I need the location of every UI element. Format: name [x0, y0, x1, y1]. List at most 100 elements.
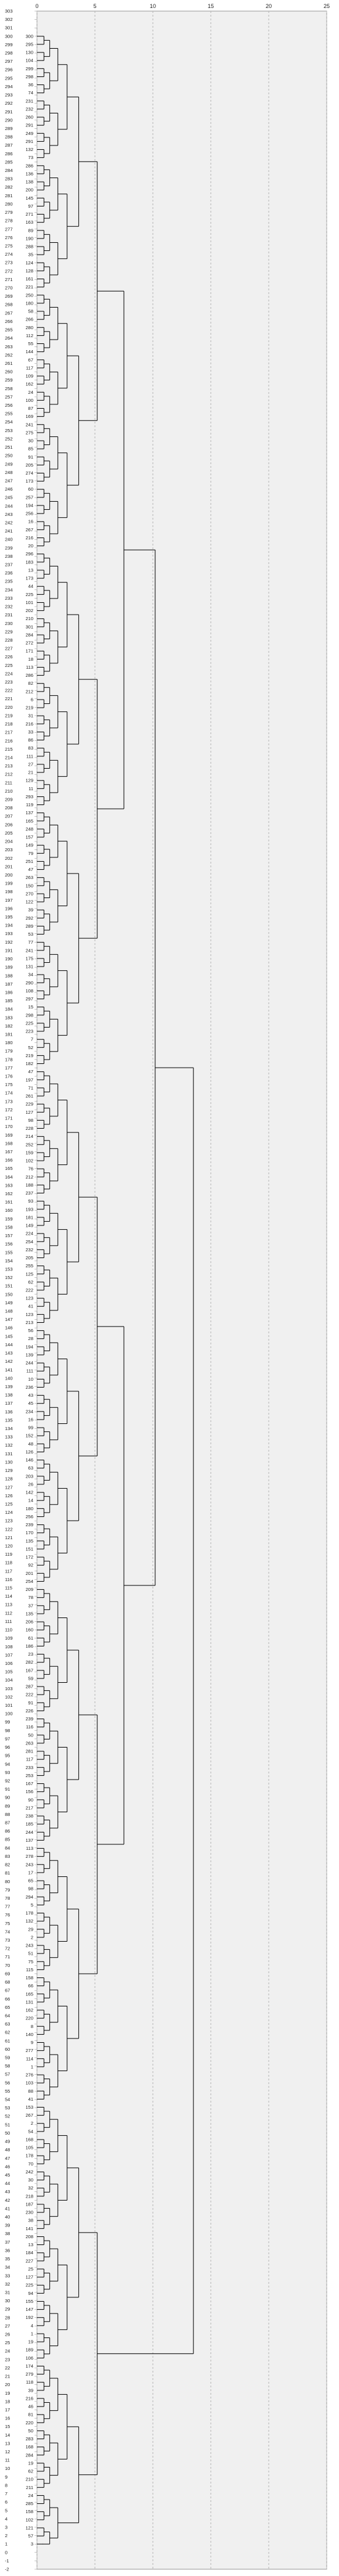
- leaf-label: 156: [25, 1789, 33, 1794]
- y-tick-label: 227: [5, 646, 13, 652]
- y-tick-label: 76: [5, 1912, 10, 1918]
- leaf-label: 174: [25, 2363, 33, 2369]
- y-tick-label: 266: [5, 319, 13, 324]
- y-tick-label: 228: [5, 637, 13, 643]
- y-tick-label: 154: [5, 1258, 13, 1264]
- leaf-label: 163: [25, 219, 33, 225]
- y-tick-label: 148: [5, 1309, 13, 1314]
- leaf-label: 282: [25, 1659, 33, 1665]
- leaf-label: 50: [28, 2428, 33, 2434]
- y-tick-label: 193: [5, 931, 13, 936]
- leaf-label: 261: [25, 1094, 33, 1099]
- leaf-label: 178: [25, 2153, 33, 2159]
- leaf-label: 270: [25, 891, 33, 896]
- y-tick-label: 80: [5, 1879, 10, 1884]
- y-tick-label: 1: [5, 2541, 7, 2547]
- leaf-label: 151: [25, 1546, 33, 1552]
- leaf-label: 218: [25, 2193, 33, 2199]
- y-tick-label: 94: [5, 1761, 10, 1767]
- leaf-label: 216: [25, 535, 33, 541]
- y-tick-label: 188: [5, 973, 13, 978]
- leaf-label: 29: [28, 1926, 33, 1932]
- leaf-label: 236: [25, 1384, 33, 1390]
- y-tick-label: 70: [5, 1963, 10, 1968]
- leaf-label: 211: [26, 2485, 33, 2490]
- x-tick-label: 15: [208, 3, 214, 9]
- y-tick-label: 229: [5, 629, 13, 634]
- leaf-label: 19: [28, 2460, 33, 2466]
- leaf-label: 281: [25, 1749, 33, 1754]
- leaf-label: 167: [25, 1667, 33, 1673]
- x-tick-label: 0: [35, 3, 38, 9]
- leaf-label: 111: [27, 1368, 33, 1374]
- y-tick-label: 293: [5, 92, 13, 98]
- y-tick-label: 265: [5, 327, 13, 333]
- y-tick-label: 245: [5, 495, 13, 501]
- leaf-label: 27: [28, 761, 33, 767]
- y-tick-label: 125: [5, 1501, 13, 1507]
- leaf-label: 239: [25, 1716, 33, 1722]
- y-tick-label: 10: [5, 2466, 10, 2471]
- leaf-label: 101: [25, 600, 33, 605]
- leaf-label: 157: [25, 835, 33, 840]
- y-tick-label: 124: [5, 1510, 13, 1515]
- leaf-label: 180: [25, 1506, 33, 1511]
- y-tick-label: 83: [5, 1854, 10, 1859]
- leaf-label: 13: [28, 567, 33, 573]
- y-tick-label: 96: [5, 1744, 10, 1750]
- leaf-label: 31: [28, 713, 33, 719]
- y-tick-label: 54: [5, 2097, 10, 2103]
- x-tick-label: 10: [150, 3, 156, 9]
- leaf-label: 65: [28, 1878, 33, 1884]
- leaf-label: 43: [28, 1392, 33, 1398]
- leaf-label: 116: [26, 1724, 33, 1730]
- y-tick-label: 38: [5, 2231, 10, 2236]
- y-axis-ticks: 3033023013002992982972962952942932922912…: [5, 9, 37, 2572]
- leaf-label: 295: [25, 41, 33, 47]
- leaf-label: 285: [25, 2501, 33, 2506]
- y-tick-label: 197: [5, 898, 13, 903]
- y-tick-label: 211: [5, 780, 12, 785]
- y-tick-label: 225: [5, 663, 13, 668]
- y-tick-label: 272: [5, 268, 13, 274]
- y-tick-label: 131: [5, 1451, 13, 1457]
- leaf-label: 25: [28, 2266, 33, 2271]
- leaf-label: 180: [25, 300, 33, 306]
- y-tick-label: 231: [5, 612, 13, 618]
- y-tick-label: 139: [5, 1384, 13, 1389]
- y-tick-label: 264: [5, 335, 13, 341]
- y-tick-label: 203: [5, 847, 13, 853]
- leaf-label: 135: [25, 1538, 33, 1544]
- y-tick-label: 127: [5, 1484, 13, 1490]
- y-tick-label: 11: [5, 2458, 10, 2463]
- y-tick-label: 157: [5, 1233, 13, 1238]
- leaf-label: 251: [25, 859, 33, 864]
- y-tick-label: 73: [5, 1937, 10, 1943]
- leaf-label: 99: [28, 1425, 33, 1431]
- leaf-label: 11: [28, 786, 33, 791]
- y-tick-label: 224: [5, 671, 13, 676]
- leaf-label: 185: [25, 1822, 33, 1827]
- leaf-label: 194: [25, 502, 33, 508]
- leaf-label: 210: [25, 616, 33, 621]
- y-tick-label: 271: [5, 277, 13, 282]
- leaf-label: 227: [25, 2258, 33, 2263]
- y-tick-label: 177: [5, 1065, 13, 1071]
- leaf-label: 221: [25, 284, 33, 290]
- leaf-label: 222: [25, 1692, 33, 1698]
- y-tick-label: 156: [5, 1241, 13, 1247]
- y-tick-label: 88: [5, 1812, 10, 1817]
- y-tick-label: 290: [5, 117, 13, 123]
- y-tick-label: 111: [5, 1619, 12, 1624]
- leaf-label: 56: [28, 1328, 33, 1333]
- y-tick-label: 183: [5, 1015, 13, 1020]
- leaf-label: 173: [25, 576, 33, 581]
- leaf-label: 241: [25, 422, 33, 427]
- y-tick-label: 170: [5, 1124, 13, 1129]
- leaf-label: 26: [28, 1481, 33, 1487]
- leaf-label: 90: [28, 1797, 33, 1802]
- y-tick-label: 165: [5, 1166, 13, 1171]
- y-tick-label: 59: [5, 2055, 10, 2061]
- y-tick-label: 181: [5, 1032, 13, 1037]
